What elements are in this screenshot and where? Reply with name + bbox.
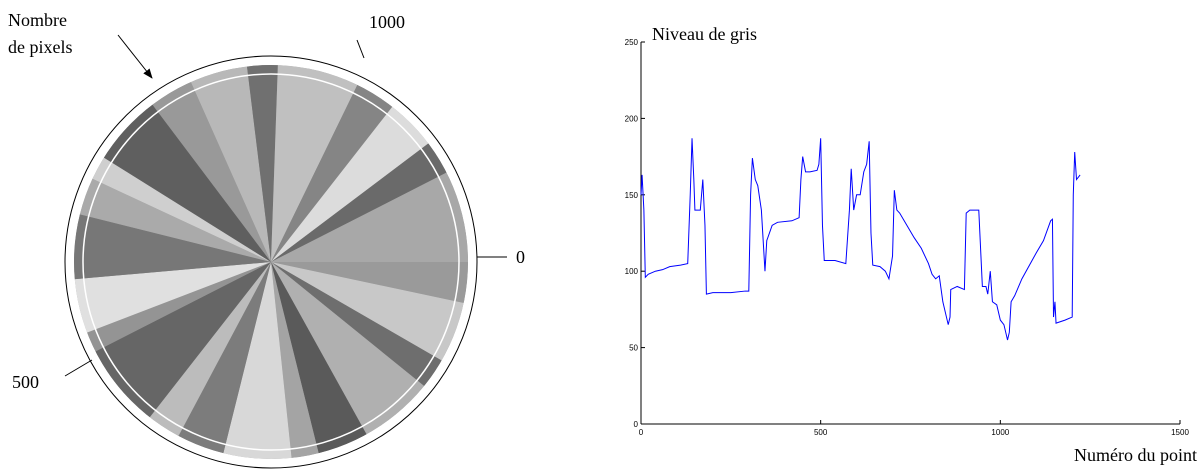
tick-label: 500 <box>12 372 39 392</box>
wedge <box>245 65 279 262</box>
wedge <box>74 262 271 338</box>
y-tick-label: 50 <box>629 344 638 353</box>
x-tick-label: 1500 <box>1171 428 1189 437</box>
wedge <box>271 135 459 262</box>
y-tick-label: 0 <box>634 420 639 429</box>
wedge <box>271 96 439 263</box>
y-tick-label: 200 <box>625 114 639 123</box>
tick <box>64 359 93 377</box>
annotation: Nombre <box>8 10 67 30</box>
wedge <box>74 262 271 358</box>
x-tick-label: 1000 <box>991 428 1009 437</box>
y-tick-label: 100 <box>625 267 639 276</box>
arrow <box>117 34 153 79</box>
y-tick-label: 250 <box>625 38 639 47</box>
panorama-image <box>74 65 468 459</box>
wedge <box>220 262 293 459</box>
wedge <box>271 262 468 306</box>
wedge <box>271 166 468 262</box>
wedge <box>271 73 401 262</box>
x-axis-label: Numéro du point <box>1074 445 1197 465</box>
annotation: de pixels <box>8 37 73 57</box>
wedge <box>271 262 453 395</box>
tick <box>356 39 365 59</box>
wedge <box>141 262 271 448</box>
wedge <box>74 173 271 262</box>
wedge <box>144 70 271 262</box>
y-axis-label: Niveau de gris <box>652 24 757 44</box>
wedge <box>74 211 271 281</box>
wedge <box>92 94 271 262</box>
wedge <box>80 150 272 262</box>
y-tick-label: 150 <box>625 191 639 200</box>
tick-label: 0 <box>516 247 525 267</box>
wedge <box>271 262 373 459</box>
x-tick-label: 0 <box>639 428 644 437</box>
inner-circle <box>82 73 460 451</box>
wedge <box>172 262 271 459</box>
wedge <box>271 262 435 446</box>
outer-circle <box>64 55 478 469</box>
wedge <box>271 262 468 367</box>
x-tick-label: 500 <box>814 428 828 437</box>
tick-label: 1000 <box>369 12 405 32</box>
data-line <box>640 138 1081 341</box>
wedge <box>271 65 364 262</box>
wedge <box>271 262 322 459</box>
wedge <box>185 65 271 262</box>
